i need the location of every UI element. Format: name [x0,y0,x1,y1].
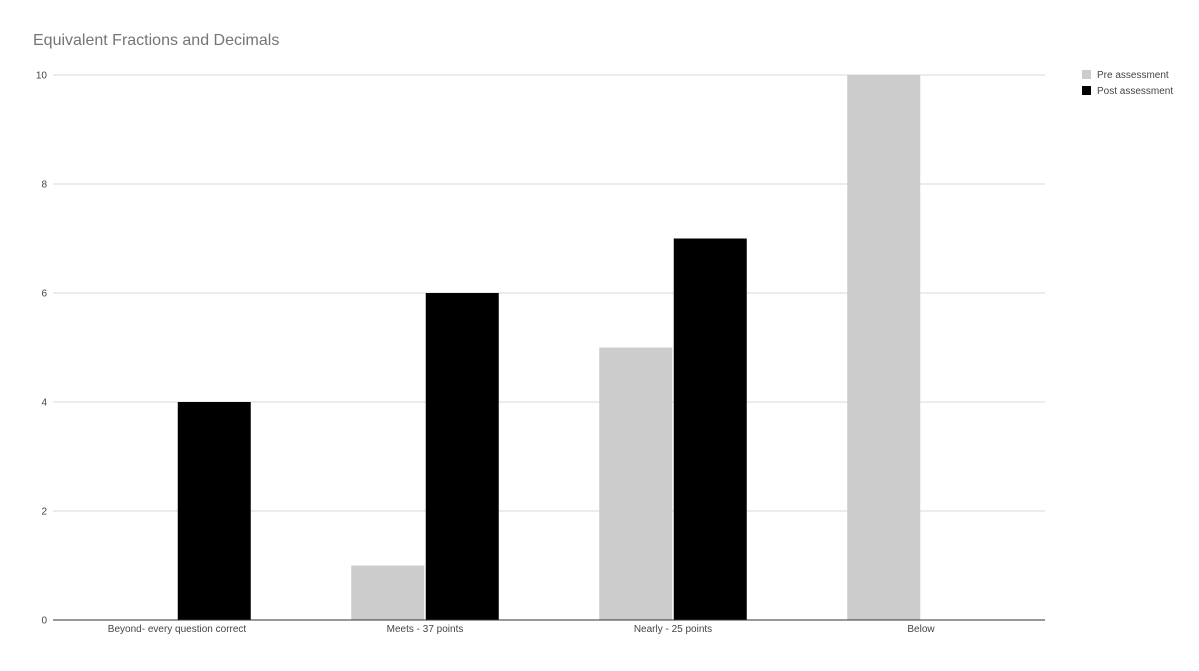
bar-pre-1 [351,565,425,620]
x-tick-label: Beyond- every question correct [108,624,247,635]
legend-label-post: Post assessment [1097,86,1173,97]
y-tick-label: 10 [36,71,48,82]
bar-post-2 [673,238,747,620]
y-tick-label: 8 [41,180,47,191]
axes: 0 2 4 6 8 10 Beyond- every question correct Mee… [36,71,1045,635]
x-tick-label: Nearly - 25 points [634,624,712,635]
y-tick-label: 6 [41,289,47,300]
y-tick-label: 4 [41,398,47,409]
y-tick-label: 2 [41,507,47,518]
bar-pre-3 [847,75,921,620]
bar-pre-2 [599,347,673,620]
bar-post-0 [177,402,251,620]
legend: Pre assessment Post assessment [1082,70,1173,97]
bars [177,75,921,620]
y-tick-label: 0 [41,616,47,627]
legend-label-pre: Pre assessment [1097,70,1169,81]
x-tick-label: Below [907,624,935,635]
chart-title: Equivalent Fractions and Decimals [33,32,279,49]
x-tick-label: Meets - 37 points [387,624,464,635]
bar-post-1 [425,293,499,620]
legend-swatch-pre [1082,70,1091,79]
legend-swatch-post [1082,86,1091,95]
